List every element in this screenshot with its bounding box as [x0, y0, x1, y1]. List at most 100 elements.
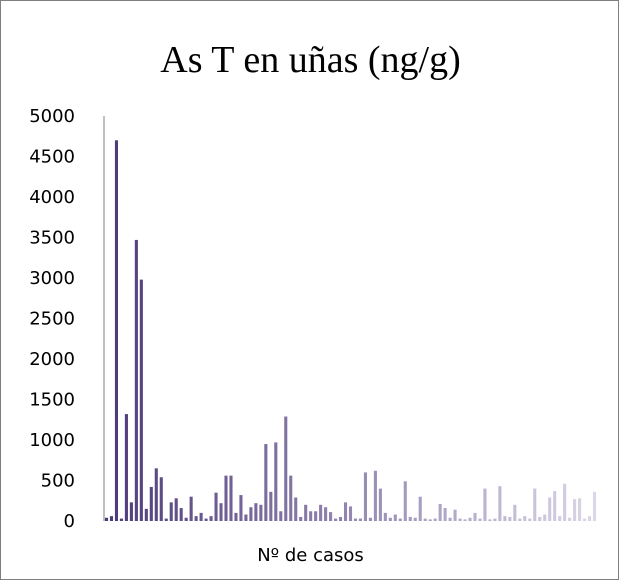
bar	[119, 518, 123, 521]
bar	[169, 502, 173, 521]
bar	[129, 502, 133, 521]
bar	[279, 511, 283, 521]
bar	[423, 518, 427, 521]
bar	[224, 475, 228, 521]
bar	[488, 519, 492, 521]
bar	[553, 491, 557, 521]
bar	[124, 414, 128, 521]
bar	[274, 442, 278, 521]
bar	[493, 518, 497, 521]
bar	[194, 516, 198, 521]
bar	[104, 517, 109, 521]
bar	[139, 279, 143, 521]
bar	[478, 518, 482, 521]
bar	[244, 514, 248, 521]
bar	[592, 491, 597, 521]
bar	[149, 486, 153, 521]
bar	[109, 516, 114, 521]
bar	[388, 517, 392, 521]
bar	[463, 519, 467, 521]
bar	[304, 504, 308, 521]
bar	[154, 468, 158, 521]
bar	[563, 483, 567, 521]
bar	[558, 516, 562, 521]
bar	[184, 517, 188, 521]
bar	[189, 496, 193, 521]
y-tick-label: 1500	[29, 390, 75, 411]
x-axis-label: Nº de casos	[257, 545, 364, 566]
bar	[179, 508, 183, 521]
bar	[204, 518, 208, 521]
bar	[219, 503, 223, 521]
bar	[523, 516, 527, 521]
bar	[249, 507, 253, 521]
bar	[438, 503, 442, 521]
bar	[483, 488, 487, 521]
bar	[508, 516, 512, 521]
y-tick-label: 3500	[29, 228, 75, 249]
bar	[513, 504, 517, 521]
bar	[528, 518, 532, 521]
bar	[398, 518, 402, 521]
bar	[259, 504, 263, 521]
bar	[368, 517, 372, 521]
bar	[329, 512, 333, 521]
bar	[159, 477, 163, 521]
bar	[229, 475, 233, 521]
bar	[533, 488, 537, 521]
bar	[289, 475, 293, 521]
bar	[458, 518, 462, 521]
bar	[543, 514, 547, 521]
bar	[234, 512, 238, 521]
y-tick-label: 0	[64, 511, 75, 532]
bar	[498, 486, 502, 521]
bar	[433, 518, 437, 521]
y-tick-label: 3000	[29, 268, 75, 289]
bar	[548, 497, 552, 521]
bar	[199, 512, 203, 521]
bar	[453, 509, 457, 521]
bar	[254, 503, 258, 521]
bar	[353, 518, 358, 521]
bar	[468, 517, 472, 521]
bar	[358, 518, 363, 521]
bar	[348, 506, 353, 521]
bar	[443, 508, 447, 521]
y-tick-label: 2000	[29, 349, 75, 370]
bar	[573, 499, 577, 521]
bar	[473, 512, 477, 521]
bar	[299, 516, 303, 521]
bar	[408, 516, 412, 521]
y-tick-label: 2500	[29, 309, 75, 330]
bar	[413, 517, 417, 521]
bar	[518, 518, 522, 521]
y-tick-label: 500	[41, 471, 75, 492]
y-tick-label: 1000	[29, 430, 75, 451]
bar	[134, 239, 138, 521]
bar	[209, 516, 213, 521]
bar	[583, 518, 587, 521]
bar	[319, 504, 323, 521]
bar	[164, 518, 168, 521]
bar	[373, 470, 377, 521]
bar	[378, 488, 382, 521]
bar	[174, 498, 178, 521]
bar	[403, 481, 407, 521]
bar	[587, 516, 592, 521]
bar	[294, 497, 298, 521]
bar	[144, 508, 148, 521]
bar	[448, 517, 452, 521]
bar	[418, 496, 422, 521]
y-tick-label: 5000	[29, 106, 75, 127]
bar	[578, 498, 582, 521]
bar	[334, 518, 338, 521]
bar	[284, 416, 288, 521]
y-tick-label: 4000	[29, 187, 75, 208]
bar	[214, 492, 218, 521]
bar	[314, 511, 318, 521]
bar	[324, 507, 328, 521]
bar	[264, 444, 268, 521]
bar	[363, 472, 367, 521]
